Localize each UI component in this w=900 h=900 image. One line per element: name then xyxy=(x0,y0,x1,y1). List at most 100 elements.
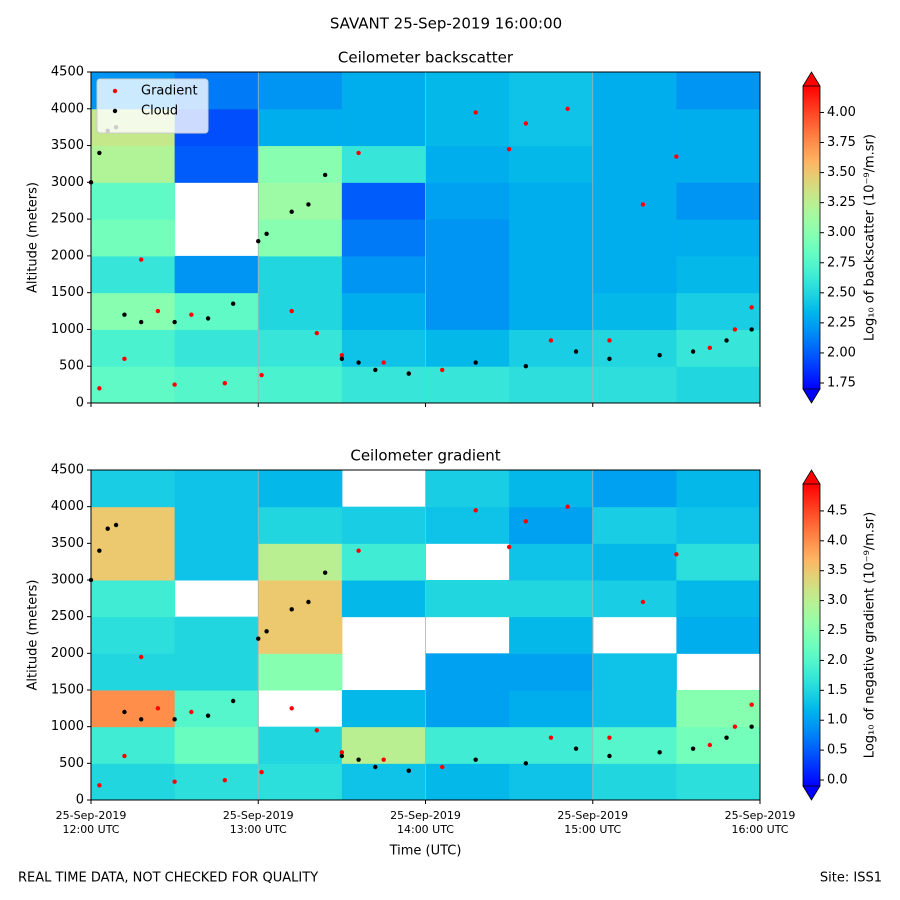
heatmap-cell xyxy=(425,182,510,220)
heatmap-cell xyxy=(592,292,677,330)
heatmap-cell xyxy=(509,219,594,257)
heatmap-cell xyxy=(174,690,259,728)
heatmap-cell xyxy=(676,72,761,110)
scatter-point xyxy=(406,371,411,376)
scatter-point xyxy=(172,717,177,722)
heatmap-cell xyxy=(258,366,343,404)
scatter-point xyxy=(573,746,579,751)
scatter-point xyxy=(674,154,679,159)
colorbar-tick-label: 4.5 xyxy=(827,503,848,518)
scatter-point xyxy=(473,508,478,513)
heatmap-cell xyxy=(592,726,677,764)
scatter-point xyxy=(230,301,236,306)
scatter-point xyxy=(264,629,269,634)
scatter-point xyxy=(172,319,177,325)
heatmap-cell xyxy=(509,470,594,508)
heatmap-cell xyxy=(509,690,594,728)
scatter-point xyxy=(356,360,361,365)
plot-title: Ceilometer backscatter xyxy=(338,49,514,67)
scatter-point xyxy=(339,753,345,759)
scatter-point xyxy=(640,599,646,605)
scatter-point xyxy=(172,779,177,784)
scatter-point xyxy=(607,356,612,362)
heatmap-cell xyxy=(676,616,761,654)
footer-note: REAL TIME DATA, NOT CHECKED FOR QUALITY xyxy=(18,871,318,886)
scatter-point xyxy=(189,709,194,715)
heatmap-cell xyxy=(676,329,761,367)
heatmap-cell xyxy=(592,145,677,183)
heatmap-cell xyxy=(174,726,259,764)
scatter-point xyxy=(222,380,227,386)
heatmap-cell xyxy=(676,726,761,764)
heatmap-cell xyxy=(258,763,343,801)
legend-marker xyxy=(112,108,118,114)
scatter-point xyxy=(155,706,161,711)
scatter-point xyxy=(506,147,512,152)
scatter-point xyxy=(122,709,127,715)
scatter-point xyxy=(548,735,554,740)
scatter-point xyxy=(373,764,378,770)
scatter-point xyxy=(640,202,646,207)
y-tick-label: 2000 xyxy=(51,646,84,661)
y-tick-label: 0 xyxy=(76,793,84,808)
heatmap-cell xyxy=(258,506,343,544)
colorbar-tick-label: 3.50 xyxy=(827,165,856,180)
scatter-point xyxy=(607,735,612,740)
scatter-point xyxy=(314,330,319,336)
scatter-point xyxy=(690,746,696,751)
scatter-point xyxy=(155,308,161,314)
scatter-point xyxy=(607,753,612,759)
heatmap-cell xyxy=(91,506,176,544)
heatmap-cell xyxy=(91,580,176,618)
scatter-point xyxy=(749,305,754,310)
scatter-point xyxy=(322,570,328,575)
scatter-point xyxy=(406,768,411,773)
scatter-point xyxy=(138,654,144,660)
colorbar-frame xyxy=(802,484,821,786)
heatmap-cell xyxy=(676,690,761,728)
scatter-point xyxy=(381,757,386,762)
scatter-point xyxy=(690,349,696,354)
scatter-point xyxy=(473,360,478,365)
scatter-point xyxy=(749,702,754,707)
heatmap-cell xyxy=(91,616,176,654)
heatmap-cell xyxy=(174,470,259,508)
heatmap-cell xyxy=(676,219,761,257)
heatmap-cell xyxy=(258,616,343,654)
y-tick-label: 1000 xyxy=(51,322,84,337)
scatter-point xyxy=(381,360,386,365)
scatter-point xyxy=(256,636,261,641)
heatmap-cell xyxy=(91,543,176,581)
heatmap-cell xyxy=(258,543,343,581)
colorbar-tick-label: 3.0 xyxy=(827,593,848,608)
colorbar-tick-label: 1.75 xyxy=(827,375,856,390)
heatmap-cell xyxy=(676,543,761,581)
heatmap-cell xyxy=(341,690,426,728)
heatmap-cell xyxy=(592,219,677,257)
heatmap-cell xyxy=(91,145,176,183)
scatter-point xyxy=(356,757,361,762)
heatmap-cell xyxy=(676,580,761,618)
scatter-point xyxy=(356,150,361,156)
heatmap-cell xyxy=(592,182,677,220)
heatmap-cell xyxy=(341,145,426,183)
scatter-point xyxy=(97,150,102,156)
heatmap-cell xyxy=(592,329,677,367)
colorbar-tick-label: 3.25 xyxy=(827,195,856,210)
heatmap-cell xyxy=(341,366,426,404)
heatmap-cell xyxy=(258,580,343,618)
colorbar-label: Log₁₀ of backscatter (10⁻⁹/m.sr) xyxy=(863,134,878,341)
colorbar-tick-label: 3.00 xyxy=(827,225,856,240)
heatmap-cell xyxy=(91,763,176,801)
x-tick-label: 25-Sep-2019 13:00 UTC xyxy=(223,809,294,836)
scatter-point xyxy=(138,257,144,262)
scatter-point xyxy=(122,312,127,317)
heatmap-cell xyxy=(425,470,510,508)
y-tick-label: 500 xyxy=(59,359,84,374)
y-tick-label: 2500 xyxy=(51,212,84,227)
colorbar-tick-label: 2.00 xyxy=(827,345,856,360)
y-tick-label: 1500 xyxy=(51,683,84,698)
colorbar-tick-label: 0.0 xyxy=(827,773,848,788)
scatter-point xyxy=(607,338,612,343)
y-tick-label: 500 xyxy=(59,756,84,771)
